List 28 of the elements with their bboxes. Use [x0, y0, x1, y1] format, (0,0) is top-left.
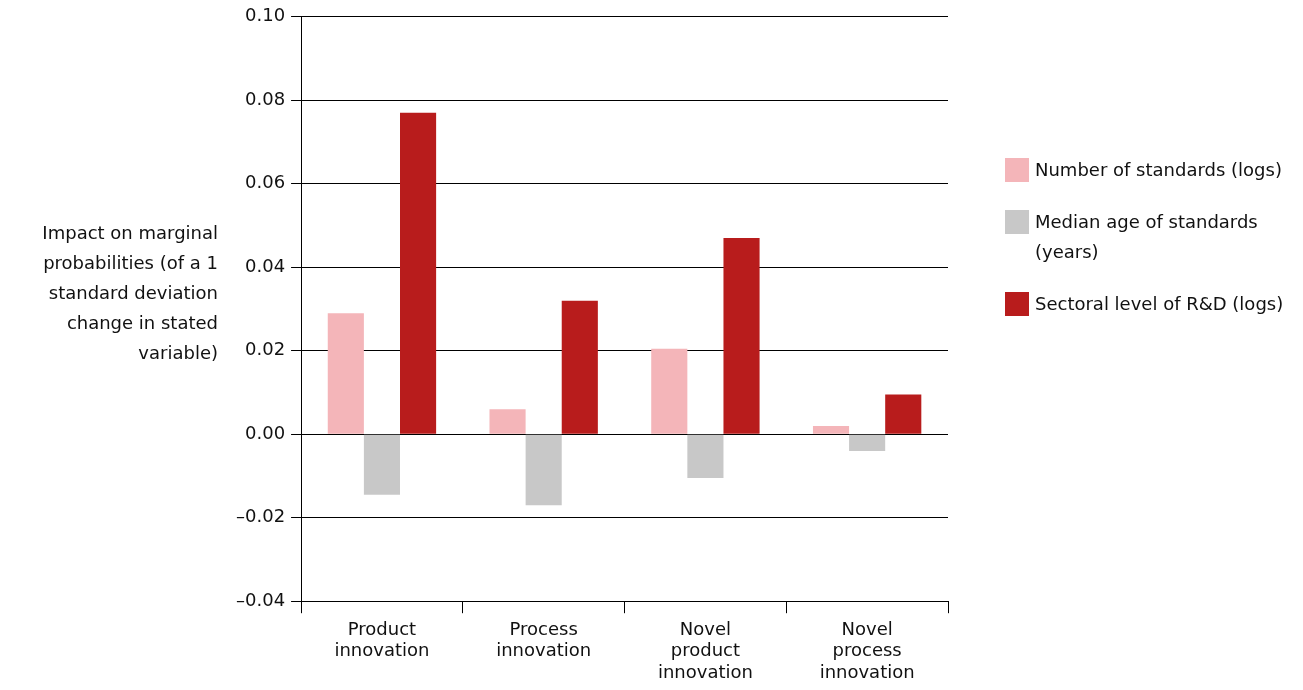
legend-label: Median age of standards (years) [1035, 210, 1259, 264]
bar [363, 434, 400, 495]
bar [885, 394, 922, 434]
y-tick-label: 0.04 [245, 254, 286, 276]
x-tick-label: Product innovation [334, 617, 430, 661]
x-tick-label: Novel process innovation [819, 617, 915, 682]
y-axis-title: Impact on marginal probabilities (of a 1 standard deviation change in stated variable) [41, 221, 218, 365]
y-tick-label: 0.00 [245, 421, 286, 443]
legend-label: Number of standards (logs) [1035, 158, 1283, 182]
bar [327, 313, 364, 434]
legend-label: Sectoral level of R&D (logs) [1035, 292, 1285, 316]
y-tick-label: 0.06 [245, 171, 286, 193]
y-tick-label: –0.02 [236, 505, 286, 527]
bar [687, 434, 724, 479]
bar [723, 238, 760, 434]
y-tick-label: 0.08 [245, 87, 286, 109]
bar [812, 425, 850, 434]
bar [400, 112, 437, 434]
bar [489, 409, 526, 434]
bar [525, 434, 562, 506]
x-tick-label: Process innovation [496, 617, 592, 661]
bar [561, 300, 598, 434]
bar [849, 434, 886, 451]
bar [651, 348, 688, 434]
y-tick-label: –0.04 [236, 588, 286, 610]
y-tick-label: 0.10 [245, 4, 286, 26]
y-tick-label: 0.02 [245, 338, 286, 360]
x-tick-label: Novel product innovation [657, 617, 753, 682]
